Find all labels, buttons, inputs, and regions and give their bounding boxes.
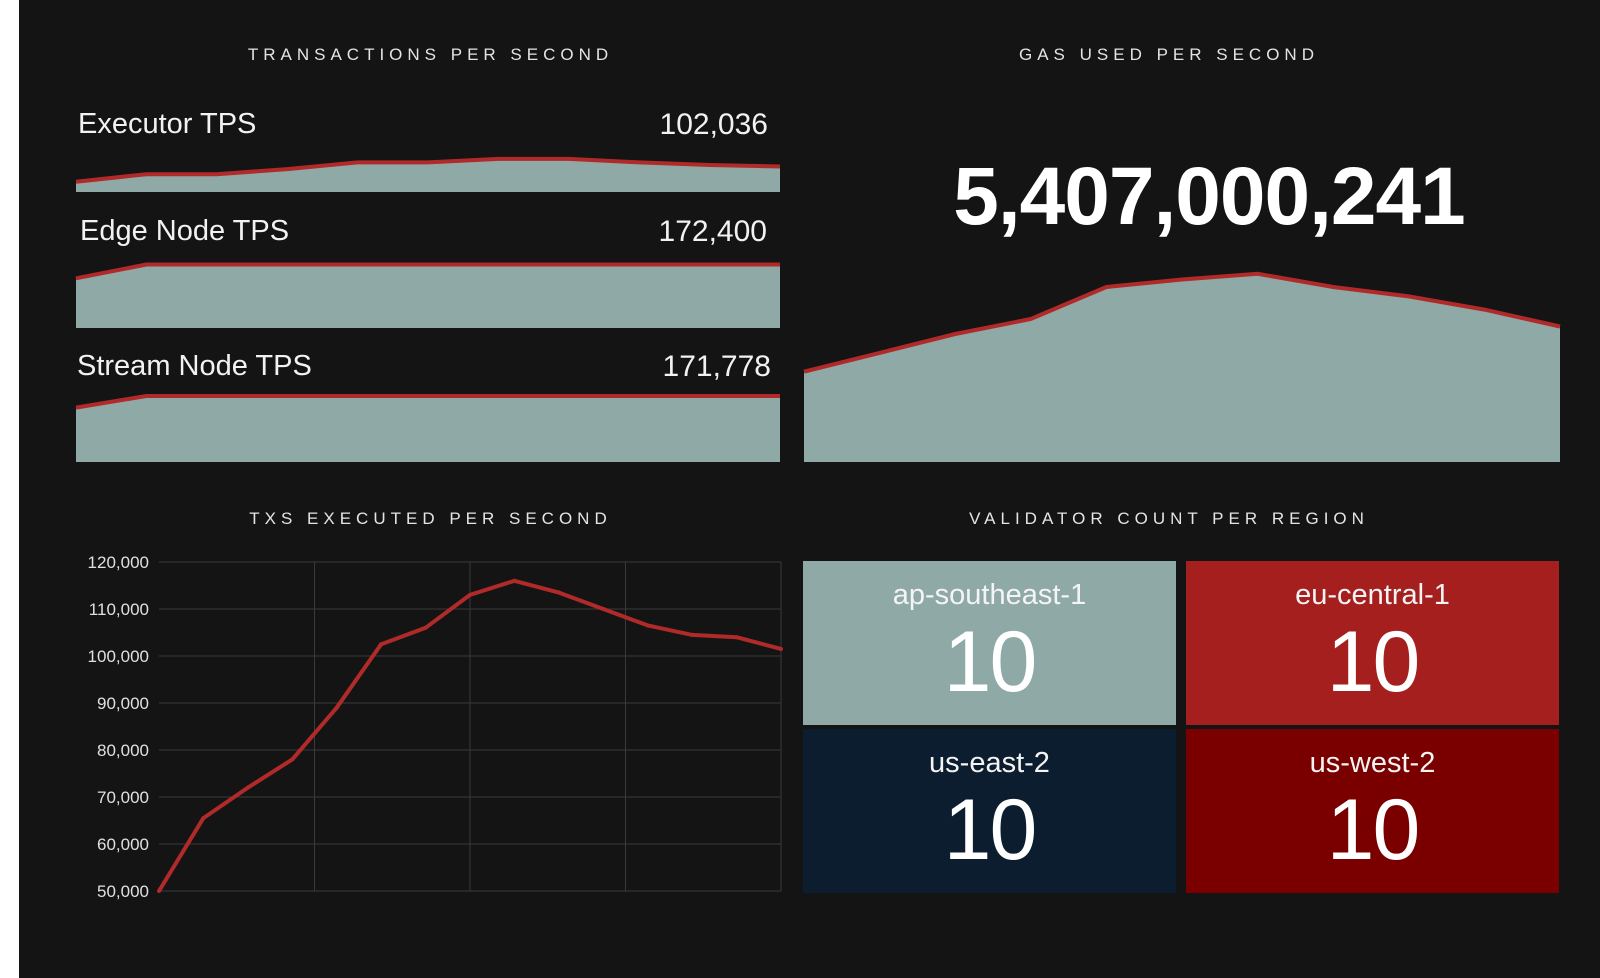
edge-node-tps-sparkline bbox=[75, 262, 780, 328]
txs-data-point bbox=[201, 816, 206, 821]
tps-section-title: TRANSACTIONS PER SECOND bbox=[247, 45, 614, 64]
stream-node-tps-label: Stream Node TPS bbox=[77, 350, 312, 382]
txs-data-point bbox=[734, 635, 739, 640]
txs-data-point bbox=[556, 590, 561, 595]
txs-data-point bbox=[690, 632, 695, 637]
stream-node-tps-area bbox=[76, 396, 780, 462]
region-name: us-east-2 bbox=[929, 747, 1050, 779]
y-tick-label: 60,000 bbox=[97, 835, 149, 854]
txs-data-point bbox=[334, 705, 339, 710]
txs-data-point bbox=[423, 625, 428, 630]
txs-data-point bbox=[290, 757, 295, 762]
validator-count: 10 bbox=[1326, 614, 1421, 710]
region-tile-us-east-2: us-east-2 10 bbox=[803, 729, 1176, 893]
validator-section-title: VALIDATOR COUNT PER REGION bbox=[969, 509, 1369, 528]
gas-used-line bbox=[803, 271, 1561, 374]
validator-count: 10 bbox=[943, 614, 1038, 710]
edge-node-tps-label: Edge Node TPS bbox=[80, 215, 290, 247]
y-tick-label: 50,000 bbox=[97, 882, 149, 901]
txs-executed-line-chart: 120,000 110,000 100,000 90,000 80,000 70,000 6… bbox=[88, 553, 783, 901]
txs-data-point bbox=[512, 578, 517, 583]
stream-node-tps-line bbox=[75, 394, 780, 410]
stream-node-tps-value: 171,778 bbox=[662, 350, 771, 383]
gas-section-title: GAS USED PER SECOND bbox=[1019, 45, 1319, 64]
y-tick-label: 100,000 bbox=[88, 647, 149, 666]
txs-data-point bbox=[157, 889, 161, 893]
edge-node-tps-line bbox=[75, 262, 780, 281]
y-tick-label: 120,000 bbox=[88, 553, 149, 572]
gas-used-area bbox=[804, 273, 1560, 462]
edge-node-tps-area bbox=[76, 264, 780, 328]
executor-tps-line bbox=[75, 156, 781, 184]
validator-count: 10 bbox=[943, 782, 1038, 878]
executor-tps-area bbox=[76, 158, 780, 192]
executor-tps-sparkline bbox=[75, 156, 781, 192]
txs-data-point bbox=[601, 607, 606, 611]
executor-tps-value: 102,036 bbox=[659, 108, 768, 141]
region-name: eu-central-1 bbox=[1295, 579, 1450, 611]
y-tick-label: 110,000 bbox=[89, 600, 149, 619]
region-name: us-west-2 bbox=[1309, 747, 1436, 779]
txs-data-point bbox=[779, 646, 783, 651]
gas-used-value: 5,407,000,241 bbox=[953, 151, 1465, 242]
y-tick-label: 70,000 bbox=[97, 788, 149, 807]
y-tick-label: 80,000 bbox=[97, 741, 149, 760]
y-tick-label: 90,000 bbox=[97, 694, 149, 713]
txs-data-point bbox=[468, 592, 472, 597]
executor-tps-label: Executor TPS bbox=[78, 108, 257, 140]
txs-data-point bbox=[245, 785, 250, 790]
gas-used-area-chart bbox=[803, 271, 1561, 462]
edge-node-tps-value: 172,400 bbox=[658, 215, 767, 248]
txs-section-title: TXS EXECUTED PER SECOND bbox=[249, 509, 612, 528]
region-tile-us-west-2: us-west-2 10 bbox=[1186, 729, 1559, 893]
stream-node-tps-sparkline bbox=[75, 394, 780, 462]
validator-count: 10 bbox=[1326, 782, 1421, 878]
region-tile-ap-southeast-1: ap-southeast-1 10 bbox=[803, 561, 1176, 725]
region-name: ap-southeast-1 bbox=[892, 579, 1087, 611]
txs-data-point bbox=[379, 642, 384, 647]
txs-data-point bbox=[645, 623, 650, 628]
region-tile-eu-central-1: eu-central-1 10 bbox=[1186, 561, 1559, 725]
dashboard: TRANSACTIONS PER SECOND Executor TPS 102… bbox=[19, 0, 1600, 978]
